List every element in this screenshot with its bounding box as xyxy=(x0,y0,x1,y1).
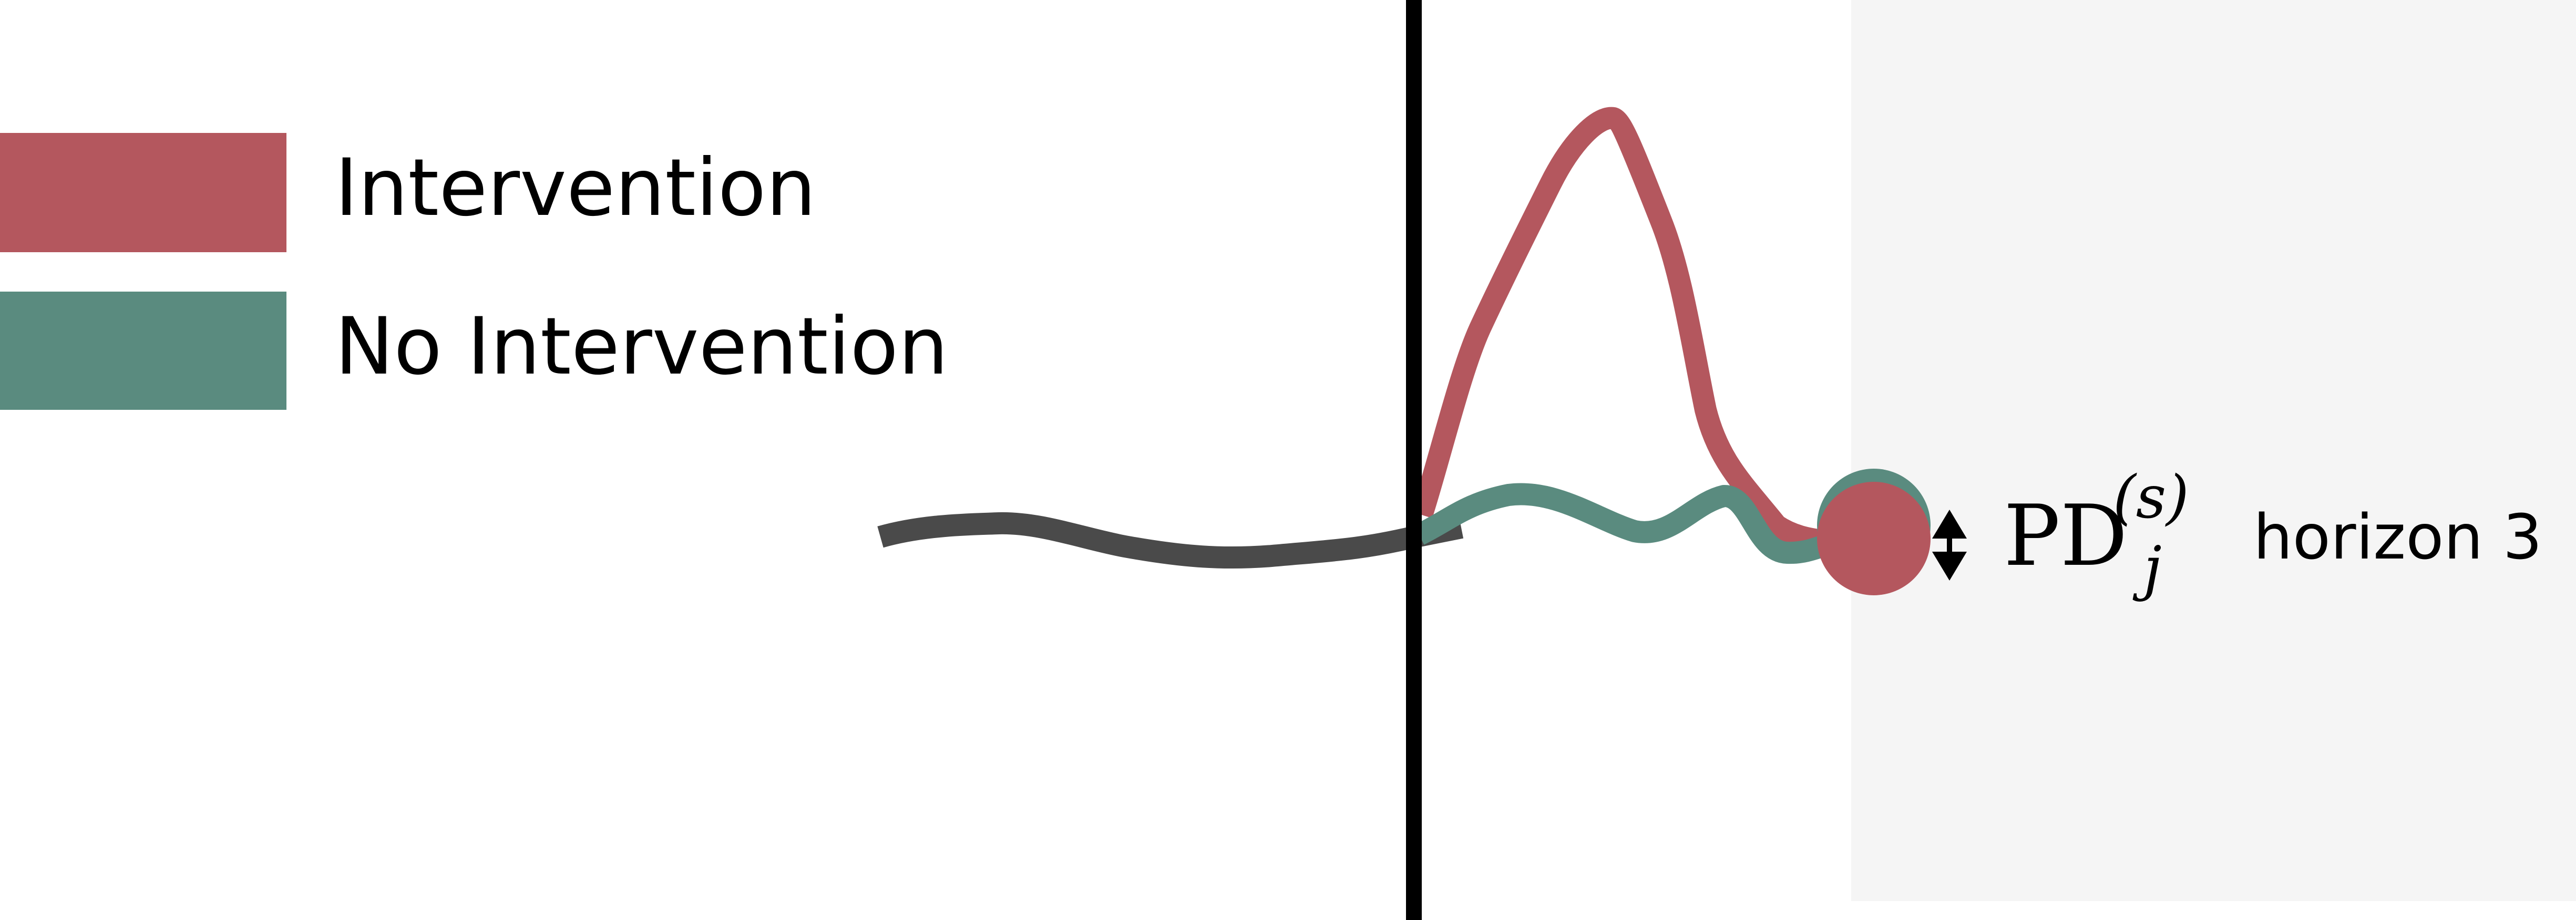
forecast-region xyxy=(1851,0,2576,901)
history-series-line xyxy=(877,512,1464,569)
pd-superscript: (s) xyxy=(2113,463,2189,532)
intervention-series-line xyxy=(1411,107,1828,552)
legend-swatch-no-intervention xyxy=(0,292,286,410)
legend-swatch-intervention xyxy=(0,133,286,252)
intervention-endpoint xyxy=(1817,482,1931,595)
difference-arrow-icon xyxy=(1932,510,1967,581)
pd-symbol: PD xyxy=(2004,487,2128,585)
legend-label-intervention: Intervention xyxy=(335,142,816,234)
horizon-label: horizon 3 xyxy=(2253,501,2542,573)
legend: Intervention No Intervention xyxy=(0,133,948,410)
no-intervention-series-line xyxy=(1414,483,1842,564)
legend-label-no-intervention: No Intervention xyxy=(335,301,948,392)
